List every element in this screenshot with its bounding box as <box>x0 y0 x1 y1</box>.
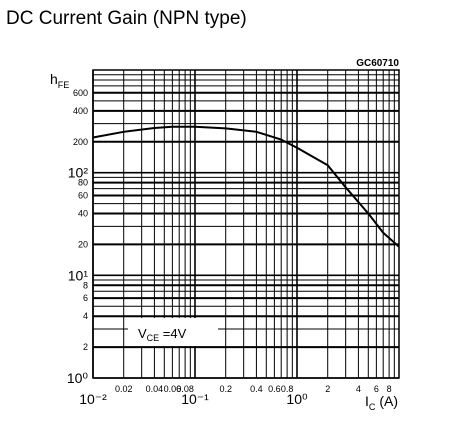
x-tick-label: 4 <box>356 384 361 394</box>
x-tick-label: 0.02 <box>115 384 133 394</box>
annotation-rest: =4V <box>159 326 186 341</box>
x-tick-label: 10⁻¹ <box>181 391 209 407</box>
x-tick-label: 0.6 <box>268 384 281 394</box>
y-label-main: h <box>50 71 58 87</box>
y-tick-label: 80 <box>78 178 88 188</box>
x-tick-label: 0.08 <box>176 384 194 394</box>
y-tick-label: 2 <box>83 342 88 352</box>
x-tick-label: 10⁻² <box>79 391 107 407</box>
x-axis-label: IC (A) <box>365 393 398 412</box>
y-tick-label: 200 <box>73 137 88 147</box>
annotation-main: V <box>138 326 147 341</box>
x-tick-label: 10⁰ <box>286 391 308 407</box>
y-tick-label: 10⁰ <box>67 370 89 386</box>
x-tick-label: 0.2 <box>219 384 232 394</box>
y-tick-label: 20 <box>78 239 88 249</box>
y-tick-label: 60 <box>78 190 88 200</box>
y-tick-label: 6 <box>83 293 88 303</box>
data-line <box>92 125 400 248</box>
y-tick-label: 400 <box>73 106 88 116</box>
x-label-sub: C <box>369 402 376 412</box>
x-tick-label: 0.8 <box>281 384 294 394</box>
plot-frame <box>92 69 400 379</box>
x-tick-label: 6 <box>374 384 379 394</box>
y-tick-label: 10² <box>68 165 89 181</box>
x-tick-label: 0.4 <box>250 384 263 394</box>
x-tick-label: 8 <box>387 384 392 394</box>
x-tick-label: 0.06 <box>164 384 182 394</box>
annotation: VCE =4V <box>138 326 187 343</box>
chart-title: DC Current Gain (NPN type) <box>6 8 247 29</box>
y-axis-label: hFE <box>50 71 69 90</box>
x-tick-label: 0.04 <box>146 384 164 394</box>
y-label-sub: FE <box>58 80 70 90</box>
annotation-box <box>128 318 218 346</box>
y-tick-label: 40 <box>78 209 88 219</box>
y-tick-label: 600 <box>73 88 88 98</box>
x-label-unit: (A) <box>379 393 398 409</box>
x-label-main: I <box>365 393 369 409</box>
y-tick-label: 10¹ <box>68 267 89 283</box>
y-tick-label: 8 <box>83 280 88 290</box>
y-tick-label: 4 <box>83 311 88 321</box>
x-tick-label: 2 <box>325 384 330 394</box>
figure-code: GC60710 <box>356 58 399 69</box>
annotation-sub: CE <box>147 333 160 343</box>
